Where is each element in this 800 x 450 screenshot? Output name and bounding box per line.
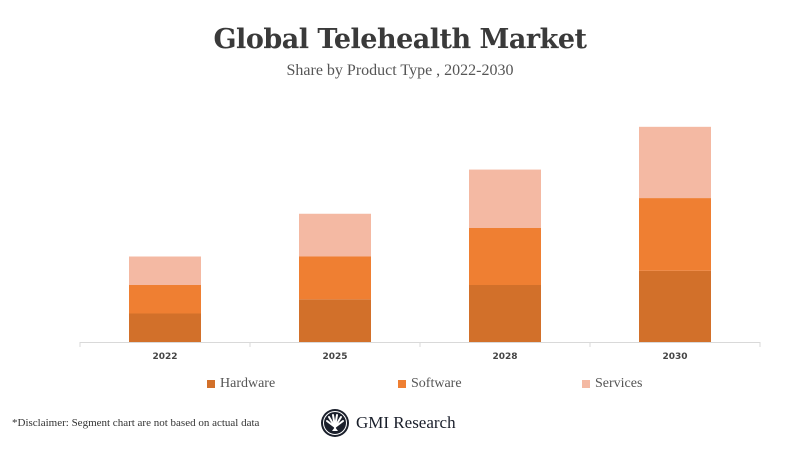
bar-hardware-2030 xyxy=(639,270,711,342)
bar-services-2025 xyxy=(299,213,371,257)
legend-item-hardware: Hardware xyxy=(207,376,275,392)
legend-swatch-hardware xyxy=(207,380,215,388)
bar-software-2022 xyxy=(129,285,201,314)
bar-services-2030 xyxy=(639,126,711,199)
disclaimer: *Disclaimer: Segment chart are not based… xyxy=(12,417,260,429)
bar-software-2025 xyxy=(299,256,371,300)
legend-item-services: Services xyxy=(582,376,642,392)
logo-text: GMI Research xyxy=(356,413,456,432)
x-tick-label: 2022 xyxy=(152,352,177,362)
bar-software-2028 xyxy=(469,228,541,285)
stacked-bar-chart: 2022 2025 2028 2030 xyxy=(79,126,761,362)
x-tick-label: 2025 xyxy=(322,352,347,362)
bar-hardware-2025 xyxy=(299,299,371,342)
x-tick-label: 2030 xyxy=(662,352,687,362)
x-tick-label: 2028 xyxy=(492,352,517,362)
legend-swatch-software xyxy=(398,380,406,388)
legend-label: Services xyxy=(595,376,643,391)
legend-item-software: Software xyxy=(398,376,462,392)
legend-swatch-services xyxy=(582,380,590,388)
gmi-logo: GMI Research xyxy=(320,408,456,438)
bar-hardware-2028 xyxy=(469,285,541,342)
bar-services-2022 xyxy=(129,256,201,285)
bar-hardware-2022 xyxy=(129,313,201,342)
legend-label: Software xyxy=(411,376,462,391)
fan-logo-icon xyxy=(321,409,349,437)
bar-services-2028 xyxy=(469,169,541,228)
legend: Hardware Software Services xyxy=(0,376,800,396)
legend-label: Hardware xyxy=(220,376,276,391)
bar-software-2030 xyxy=(639,198,711,271)
chart-title: Global Telehealth Market xyxy=(213,24,588,55)
chart-subtitle: Share by Product Type , 2022-2030 xyxy=(286,62,514,79)
